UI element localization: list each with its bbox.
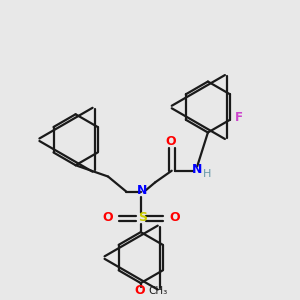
Text: H: H — [202, 169, 211, 178]
Text: CH₃: CH₃ — [149, 286, 168, 296]
Text: O: O — [102, 211, 113, 224]
Text: O: O — [169, 211, 180, 224]
Text: O: O — [134, 284, 145, 297]
Text: F: F — [235, 111, 243, 124]
Text: N: N — [192, 163, 202, 176]
Text: N: N — [137, 184, 147, 196]
Text: S: S — [138, 211, 147, 224]
Text: O: O — [165, 135, 175, 148]
